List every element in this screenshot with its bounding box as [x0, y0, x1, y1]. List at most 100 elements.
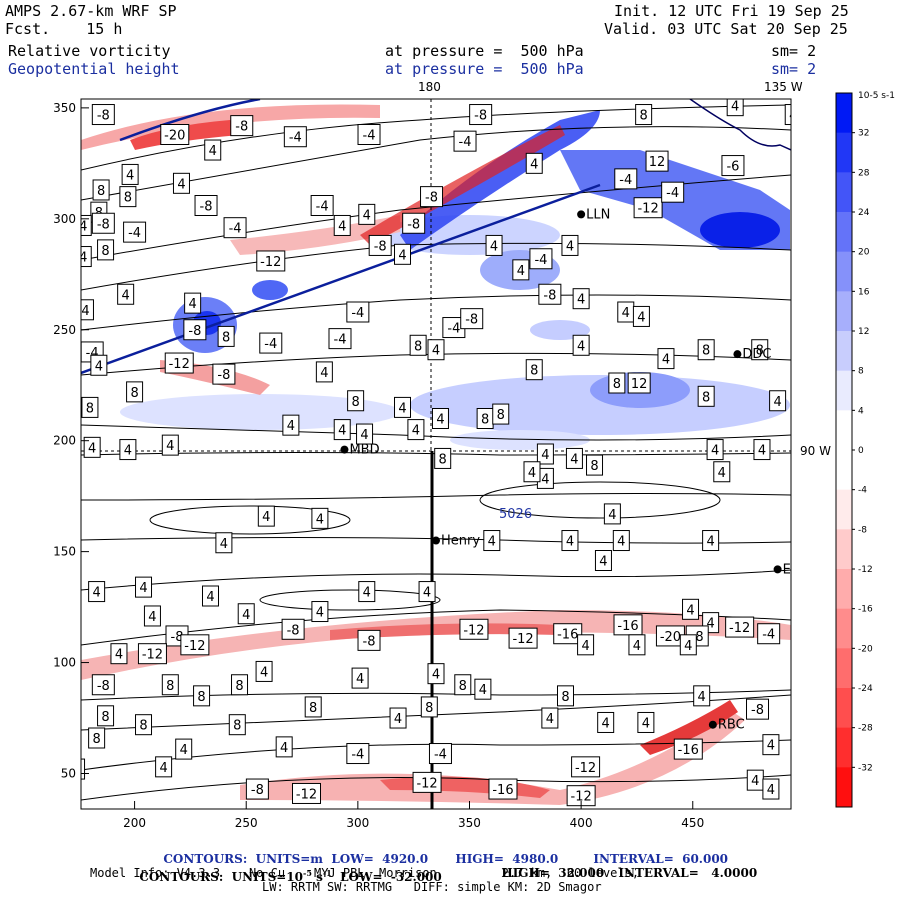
contour-label: 4 — [311, 601, 329, 623]
contour-label-box — [194, 195, 218, 216]
contour-label-value: 4 — [287, 419, 295, 434]
contour-label: 4 — [333, 419, 351, 441]
y-tick-label: 150 — [53, 545, 76, 559]
init-time: Init. 12 UTC Fri 19 Sep 25 — [614, 2, 849, 20]
contour-label: 4 — [184, 292, 202, 314]
contour-label-box — [682, 598, 700, 620]
contour-label: 8 — [217, 325, 235, 347]
contour-label-value: -4 — [762, 628, 775, 643]
contour-label-box — [697, 339, 715, 361]
contour-label-box — [721, 155, 745, 177]
contour-label: 4 — [172, 172, 190, 194]
contour-label-value: -4 — [363, 129, 376, 144]
contour-label-value: 4 — [581, 639, 589, 654]
contour-label-value: 8 — [309, 701, 317, 716]
contour-label-value: 4 — [773, 395, 781, 410]
contour-label: 4 — [561, 234, 579, 256]
contour-label: 4 — [81, 758, 86, 780]
contour-label-value: 4 — [95, 359, 103, 374]
contour-line — [81, 104, 791, 171]
contour-label-value: 4 — [115, 648, 123, 663]
contour-label-value: 4 — [706, 617, 714, 632]
contour-label: -16 — [553, 623, 583, 645]
contour-label: 4 — [237, 603, 255, 625]
contour-label-box — [193, 685, 211, 707]
contour-label-value: -12 — [575, 761, 596, 776]
contour-label-value: -12 — [184, 639, 205, 654]
contour-label-box — [231, 674, 249, 696]
contour-label-value: 4 — [262, 510, 270, 525]
contour-label-box — [613, 614, 643, 636]
footer-physics-info: LW: RRTM SW: RRTMG DIFF: simple KM: 2D S… — [262, 880, 602, 894]
contour-label-box — [753, 439, 771, 461]
contour-label: 4 — [90, 354, 108, 376]
contour-label-box — [81, 299, 94, 321]
contour-label-value: 4 — [731, 100, 739, 115]
contour-label-value: 4 — [398, 248, 406, 263]
contour-label-box — [184, 292, 202, 314]
colorbar-cell — [836, 569, 852, 610]
contour-label-value: 4 — [260, 665, 268, 680]
contour-label: 4 — [110, 643, 128, 665]
contour-label-value: 8 — [101, 710, 109, 725]
contour-label-value: -4 — [264, 337, 277, 352]
shade-negative-core — [330, 623, 560, 640]
contour-label-value: 8 — [702, 390, 710, 405]
contour-label: 8 — [88, 727, 106, 749]
contour-label-value: 4 — [338, 424, 346, 439]
contour-label-value: 4 — [280, 741, 288, 756]
contour-label-value: 4 — [394, 712, 402, 727]
contour-label: -12 — [292, 782, 322, 804]
contour-label-box — [143, 605, 161, 627]
contour-label-box — [632, 305, 650, 327]
contour-label-value: -8 — [235, 120, 248, 135]
contour-label-box — [97, 239, 115, 261]
contour-label-box — [259, 332, 283, 354]
contour-label: 8 — [697, 385, 715, 407]
contour-label: 4 — [215, 532, 233, 554]
contour-label-box — [217, 325, 235, 347]
coastline — [689, 99, 791, 151]
contour-label: 4 — [541, 707, 559, 729]
contour-label-box — [201, 585, 219, 607]
contour-label: 4 — [79, 214, 92, 236]
contour-label-value: 4 — [122, 288, 130, 303]
contour-label: 4 — [762, 734, 780, 756]
contour-label: 4 — [356, 423, 374, 445]
contour-label: 8 — [97, 239, 115, 261]
contour-label: -12 — [571, 756, 601, 778]
contour-label-value: 4 — [398, 401, 406, 416]
contour-label-box — [172, 172, 190, 194]
contour-label: 4 — [525, 152, 543, 174]
contour-label-value: 4 — [139, 581, 147, 596]
contour-label-value: 8 — [414, 339, 422, 354]
station-label: E — [783, 562, 791, 577]
contour-label-value: 4 — [209, 144, 217, 159]
contour-label-value: 4 — [541, 448, 549, 463]
footer-height-interval: INTERVAL= 60.000 — [593, 852, 729, 866]
contour-label: -8 — [460, 308, 484, 330]
contour-label-box — [407, 419, 425, 441]
contour-label: 4 — [358, 581, 376, 603]
contour-label-box — [110, 643, 128, 665]
contour-label-box — [512, 259, 530, 281]
contour-label: -8 — [212, 363, 236, 385]
contour-label-box — [628, 634, 646, 656]
contour-label: 8 — [492, 403, 510, 425]
x-tick-label: 250 — [235, 816, 258, 830]
contour-label-value: -4 — [229, 222, 242, 237]
contour-label: -8 — [91, 212, 115, 234]
contour-label: 4 — [693, 685, 711, 707]
contour-label-box — [697, 385, 715, 407]
contour-label: 8 — [525, 359, 543, 381]
contour-label-box — [347, 390, 365, 412]
contour-label-value: 4 — [517, 264, 525, 279]
contour-label-value: 4 — [79, 219, 87, 234]
contour-label-box — [725, 616, 755, 638]
contour-label-box — [160, 124, 190, 145]
field1-level: at pressure = 500 hPa — [385, 42, 584, 60]
contour-label-box — [204, 139, 222, 161]
colorbar-cell — [836, 410, 852, 451]
contour-label: -12 — [566, 785, 596, 807]
contour-label-value: 4 — [148, 610, 156, 625]
